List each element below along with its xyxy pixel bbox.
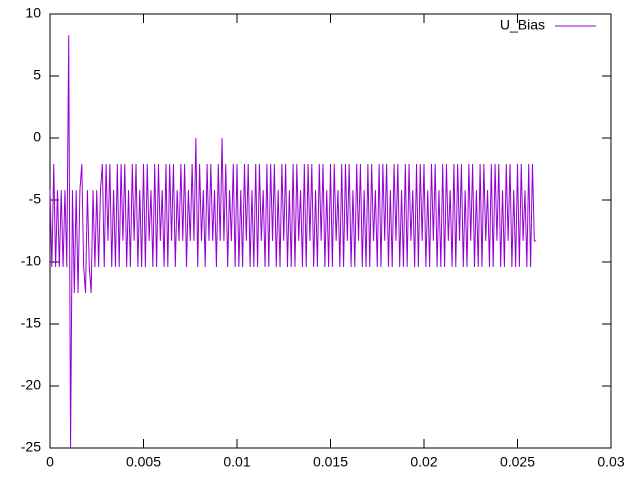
y-tick-label: -15	[21, 315, 41, 331]
x-tick-label: 0.005	[126, 454, 161, 470]
y-tick-label: -5	[29, 191, 42, 207]
x-tick-label: 0.03	[597, 454, 624, 470]
y-tick-label: 0	[33, 129, 41, 145]
legend-label: U_Bias	[500, 17, 545, 33]
x-tick-label: 0.02	[410, 454, 437, 470]
y-tick-label: 5	[33, 67, 41, 83]
x-tick-label: 0	[46, 454, 54, 470]
data-line	[49, 35, 537, 449]
x-tick-label: 0.025	[500, 454, 535, 470]
x-tick-label: 0.01	[223, 454, 250, 470]
y-tick-label: -20	[21, 377, 41, 393]
y-tick-label: -25	[21, 439, 41, 455]
y-tick-label: 10	[25, 5, 41, 21]
y-tick-label: -10	[21, 253, 41, 269]
x-tick-label: 0.015	[313, 454, 348, 470]
